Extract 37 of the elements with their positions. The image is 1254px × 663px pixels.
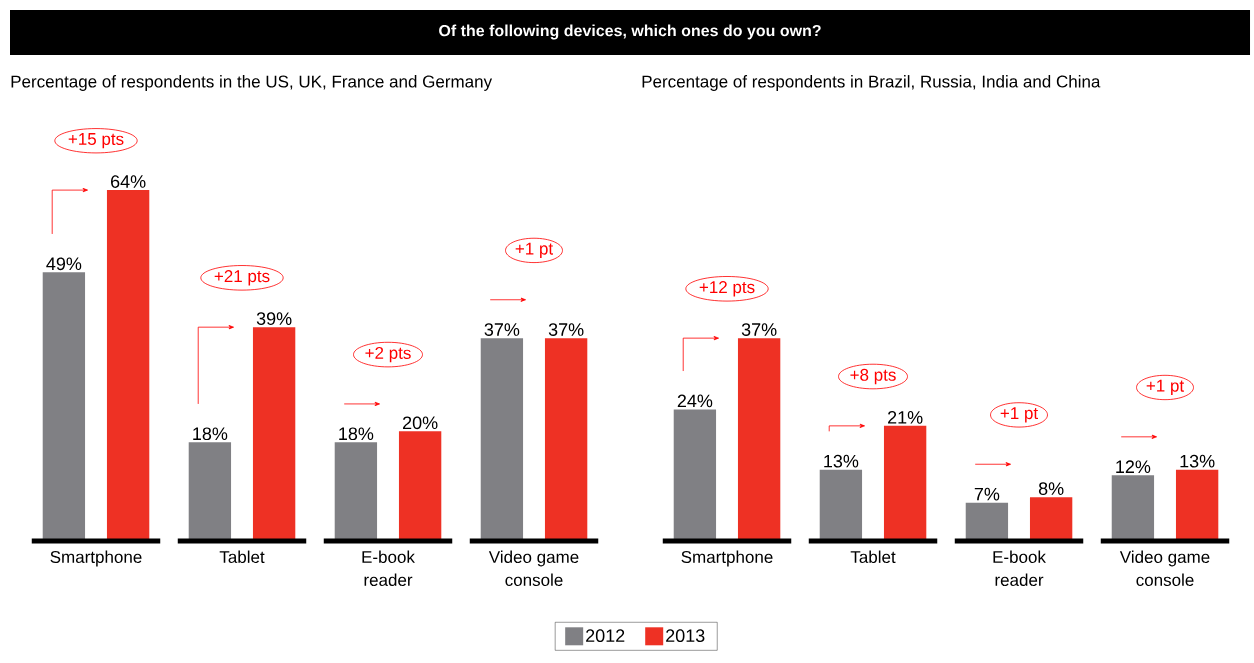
data-label: 7% [974, 487, 1000, 501]
x-tick-label: Smartphone [50, 550, 142, 567]
annotation: +1 pt [1146, 379, 1185, 396]
data-label: 24% [677, 394, 713, 408]
text: +12 pts [699, 281, 755, 297]
x-tick-label: Video game console [1119, 550, 1210, 587]
data-label: 20% [403, 416, 438, 430]
annotation: +1 pt [1000, 407, 1038, 423]
data-label: 8% [1038, 482, 1064, 495]
data-label: 37% [548, 323, 584, 336]
text: +15 pts [68, 133, 124, 149]
data-label: 64% [111, 175, 146, 188]
annotation: +2 pts [365, 346, 411, 363]
x-tick-label: Video game console [488, 550, 579, 587]
annotation: +1 pt [515, 242, 553, 259]
data-label: 21% [888, 411, 923, 424]
x-tick-label: Tablet [219, 550, 265, 564]
data-label: 37% [741, 323, 777, 336]
data-label: 39% [256, 312, 292, 325]
x-tick-label: E-book reader [362, 550, 415, 587]
x-tick-label: Smartphone [681, 550, 773, 567]
data-label: 18% [339, 427, 374, 441]
annotation: +8 pts [850, 368, 896, 385]
legend-label: 2012 [586, 629, 625, 642]
data-label: 13% [824, 454, 859, 468]
data-label: 13% [1180, 454, 1215, 468]
chart-subtitle: Percentage of respondents in the US, UK, France and Germany [11, 75, 493, 91]
data-label: 18% [193, 427, 228, 441]
data-label: 37% [484, 323, 520, 336]
data-label: 49% [46, 257, 82, 271]
x-tick-label: E-book reader [993, 550, 1046, 587]
chart-subtitle: Percentage of respondents in Brazil, Russia, India and China [642, 75, 1101, 91]
annotation: +21 pts [214, 270, 270, 286]
chart-title: Of the following devices, which ones do you own? [439, 24, 821, 40]
legend-label: 2013 [666, 629, 705, 642]
x-tick-label: Tablet [850, 550, 896, 564]
data-label: 12% [1116, 460, 1151, 474]
